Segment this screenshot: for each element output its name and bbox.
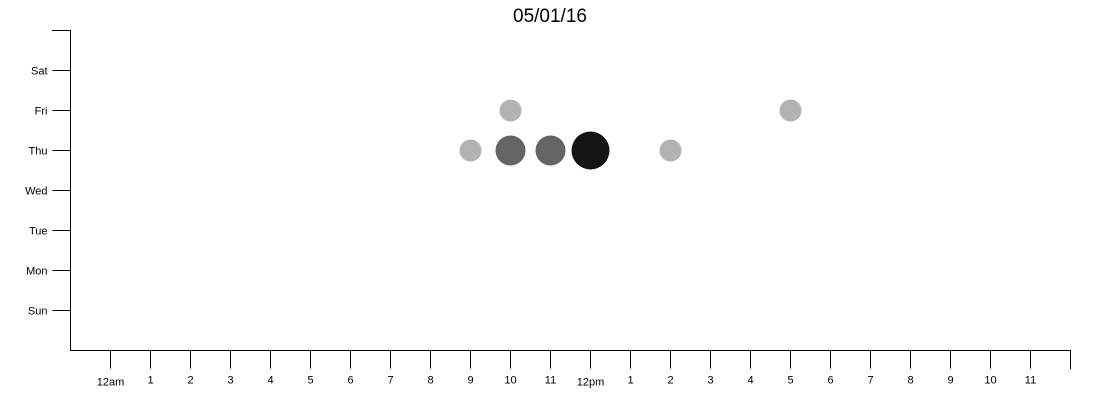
data-point-thu-10 <box>495 135 526 166</box>
x-tick-label-5: 5 <box>307 375 313 387</box>
y-tick-label-sun: Sun <box>28 306 48 318</box>
x-tick-label-13: 1 <box>627 375 633 387</box>
x-tick-label-14: 2 <box>667 375 673 387</box>
data-point-thu-11 <box>535 135 566 166</box>
x-tick-label-2: 2 <box>187 375 193 387</box>
x-tick-label-20: 8 <box>907 375 913 387</box>
x-tick-label-22: 10 <box>984 375 996 387</box>
x-tick-label-10: 10 <box>504 375 516 387</box>
x-tick-label-16: 4 <box>747 375 753 387</box>
y-tick-label-tue: Tue <box>29 226 48 238</box>
x-tick-label-15: 3 <box>707 375 713 387</box>
data-point-thu-12 <box>571 131 610 170</box>
x-tick-label-6: 6 <box>347 375 353 387</box>
x-tick-label-12: 12pm <box>577 377 605 389</box>
x-tick-label-11: 11 <box>545 375 556 387</box>
x-tick-label-19: 7 <box>867 375 873 387</box>
y-tick-label-wed: Wed <box>25 186 47 198</box>
chart-title: 05/01/16 <box>513 6 587 27</box>
x-tick-label-18: 6 <box>827 375 833 387</box>
x-axis: 12am 1 2 3 4 5 6 7 8 9 10 11 12pm 1 2 3 4 5 6 7 8 9 10 11 <box>97 350 1036 389</box>
y-tick-label-thu: Thu <box>29 146 48 158</box>
x-tick-label-17: 5 <box>787 375 793 387</box>
data-point-thu-14 <box>659 139 682 162</box>
y-tick-label-fri: Fri <box>35 106 48 118</box>
x-tick-label-1: 1 <box>147 375 153 387</box>
x-tick-label-4: 4 <box>267 375 273 387</box>
y-axis: Sun Mon Tue Wed Thu Fri Sat <box>25 66 71 318</box>
x-tick-label-7: 7 <box>387 375 393 387</box>
data-points <box>459 99 802 170</box>
x-tick-label-8: 8 <box>427 375 433 387</box>
data-point-thu-9 <box>459 139 482 162</box>
x-tick-label-3: 3 <box>227 375 233 387</box>
x-tick-label-9: 9 <box>467 375 473 387</box>
x-tick-label-21: 9 <box>947 375 953 387</box>
x-tick-label-0: 12am <box>97 377 125 389</box>
y-tick-label-sat: Sat <box>31 66 48 78</box>
y-tick-label-mon: Mon <box>26 266 47 278</box>
data-point-fri-17 <box>779 99 802 122</box>
x-tick-label-23: 11 <box>1025 375 1036 387</box>
data-point-fri-10 <box>499 99 522 122</box>
